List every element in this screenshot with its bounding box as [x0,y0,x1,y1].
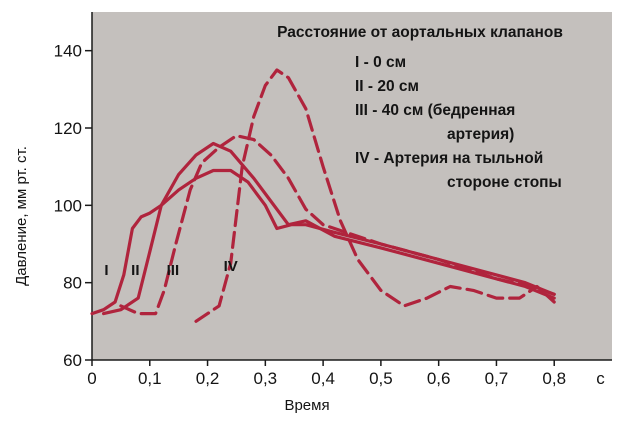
x-tick-label: 0,8 [542,369,566,388]
y-tick-label: 140 [54,42,82,61]
legend-entry-4: IV - Артерия на тыльной [355,150,543,167]
legend-entry-4-cont: стороне стопы [447,174,562,191]
y-tick-label: 60 [63,351,82,370]
x-tick-label: 0,6 [427,369,451,388]
x-tick-label: 0,4 [311,369,335,388]
series-line-II [102,141,556,316]
y-axis-title: Давление, мм рт. ст. [13,146,30,286]
x-tick-label: 0 [87,369,96,388]
x-tick-label: 0,5 [369,369,393,388]
series-labels: I II III IV [104,258,237,279]
axes: 0 0,1 0,2 0,3 0,4 0,5 0,6 0,7 0,8 60 80 100 120 140 [54,12,612,388]
series-label-II: II [131,262,139,279]
plot-area [92,12,612,360]
y-tick-label: 100 [54,196,82,215]
series-line-IV [194,68,556,323]
x-tick-label: 0,1 [138,369,162,388]
legend-entry-3-cont: артерия) [447,126,514,143]
series-label-I: I [104,262,108,279]
series-label-III: III [167,262,180,279]
x-tick-label: 0,7 [485,369,509,388]
legend: Расстояние от аортальных клапанов I - 0 … [277,24,563,191]
y-tick-label: 80 [63,274,82,293]
series-lines [90,68,556,323]
legend-entry-2: II - 20 см [355,78,419,95]
series-line-III [119,134,556,316]
x-tick-label: 0,2 [196,369,220,388]
y-tick-label: 120 [54,119,82,138]
legend-entry-3: III - 40 см (бедренная [355,102,515,119]
x-axis-unit: с [596,369,605,388]
x-tick-label: 0,3 [254,369,278,388]
legend-title: Расстояние от аортальных клапанов [277,24,563,41]
x-axis-title: Время [284,397,329,414]
legend-entry-1: I - 0 см [355,54,406,71]
series-label-IV: IV [224,258,238,275]
